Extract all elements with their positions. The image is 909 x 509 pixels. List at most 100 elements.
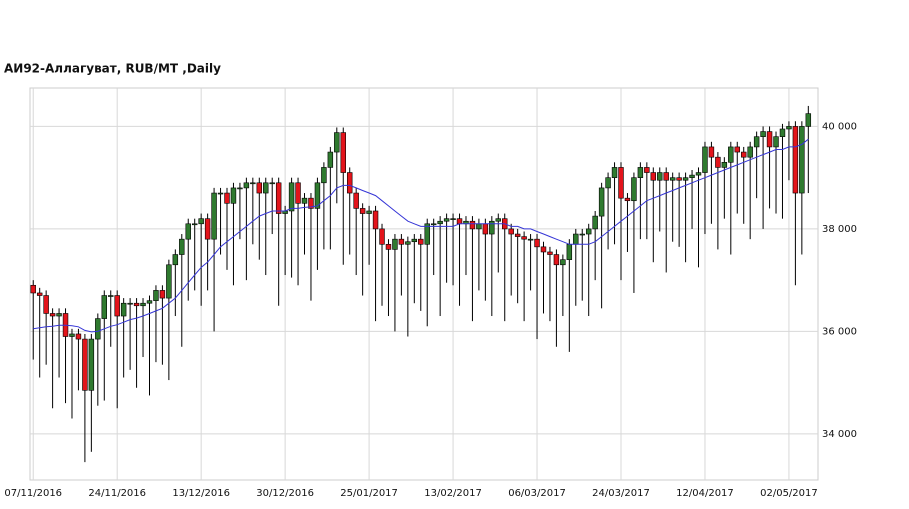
candle-body: [308, 197, 314, 209]
candle-body: [437, 220, 443, 225]
x-tick-label: 13/02/2017: [424, 488, 482, 499]
x-tick-label: 07/11/2016: [4, 488, 62, 499]
candle-body: [359, 208, 366, 214]
candle-body: [314, 182, 321, 209]
candle-body: [534, 238, 540, 248]
candle-body: [353, 192, 359, 209]
candle-body: [721, 162, 728, 168]
candle-body: [450, 218, 456, 220]
candle-body: [372, 210, 379, 230]
candle-body: [489, 220, 495, 235]
candle-body: [237, 187, 243, 190]
candle-body: [159, 290, 166, 299]
candle-body: [728, 146, 734, 163]
candle-body: [327, 151, 334, 168]
candle-body: [224, 192, 230, 204]
candle-body: [321, 167, 327, 184]
candle-body: [689, 174, 695, 178]
candle-body: [747, 146, 753, 158]
plot-area: [29, 87, 819, 481]
candle-body: [418, 238, 424, 245]
candle-body: [676, 177, 682, 181]
candle-body: [114, 295, 120, 317]
candle-body: [682, 177, 689, 181]
candle-body: [773, 136, 779, 148]
candle-body: [295, 182, 301, 204]
candle-body: [547, 251, 553, 255]
x-tick-label: 24/11/2016: [88, 488, 146, 499]
candle-body: [669, 177, 676, 181]
x-tick-label: 06/03/2017: [508, 488, 566, 499]
candle-body: [185, 223, 191, 240]
candle-body: [553, 254, 560, 266]
candle-body: [618, 167, 624, 199]
candle-body: [514, 233, 521, 237]
moving-average: [33, 138, 809, 333]
candle-body: [805, 113, 812, 127]
candle-body: [166, 264, 172, 299]
y-tick-label: 34 000: [822, 429, 857, 440]
candle-body: [340, 132, 346, 173]
candle-body: [346, 172, 353, 194]
candle-body: [637, 167, 644, 178]
candle-body: [88, 338, 95, 391]
candle-body: [133, 302, 140, 307]
candle-body: [560, 259, 566, 266]
candle-body: [179, 238, 185, 255]
candle-body: [766, 131, 773, 148]
candle-body: [540, 246, 547, 253]
candle-body: [430, 223, 437, 226]
candle-body: [146, 300, 153, 304]
candle-body: [230, 187, 237, 204]
candle-body: [792, 126, 799, 194]
candle-body: [398, 238, 405, 245]
candle-body: [424, 223, 430, 245]
candle-body: [275, 182, 282, 214]
candle-body: [30, 284, 36, 294]
x-tick-label: 12/04/2017: [676, 488, 734, 499]
candle-body: [36, 292, 43, 296]
candle-body: [734, 146, 740, 153]
candle-body: [786, 126, 792, 130]
candle-body: [56, 313, 62, 317]
candle-body: [527, 238, 534, 241]
x-tick-label: 02/05/2017: [760, 488, 818, 499]
candle-body: [476, 223, 482, 230]
candle-body: [521, 236, 527, 240]
candle-body: [75, 333, 82, 340]
candle-body: [753, 136, 760, 148]
candle-body: [269, 182, 275, 185]
candle-body: [573, 233, 579, 245]
candle-body: [108, 295, 114, 297]
candle-body: [411, 238, 418, 243]
candle-body: [172, 254, 179, 266]
candle-body: [482, 223, 489, 235]
x-tick-label: 13/12/2016: [172, 488, 230, 499]
candle-body: [456, 218, 463, 225]
x-tick-label: 30/12/2016: [256, 488, 314, 499]
candle-body: [211, 192, 217, 240]
candle-body: [443, 218, 450, 222]
candle-body: [592, 215, 598, 230]
candle-body: [301, 197, 308, 204]
candle-body: [263, 182, 269, 194]
candle-body: [469, 220, 476, 230]
candle-body: [217, 192, 224, 195]
candle-body: [288, 182, 295, 212]
candle-body: [191, 223, 198, 226]
candle-body: [702, 146, 708, 173]
candle-body: [385, 243, 392, 250]
candle-body: [243, 182, 250, 189]
candle-body: [799, 126, 805, 194]
candle-body: [379, 228, 385, 245]
candle-body: [43, 295, 49, 314]
chart-title: АИ92-Аллагуват, RUB/MT ,Daily: [4, 62, 221, 76]
candle-body: [598, 187, 605, 217]
candle-body: [495, 218, 502, 222]
candle-body: [715, 156, 721, 168]
candle-body: [256, 182, 263, 194]
candle-body: [631, 177, 637, 202]
candle-body: [140, 302, 146, 307]
candle-body: [508, 228, 514, 235]
